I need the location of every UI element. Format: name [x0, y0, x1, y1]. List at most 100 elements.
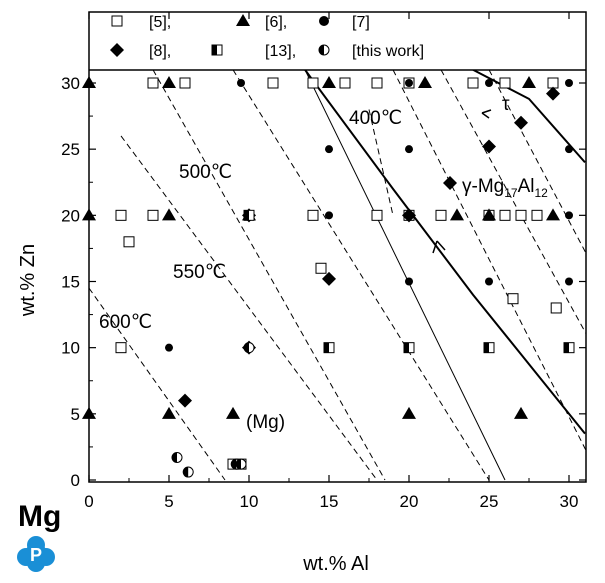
legend-label-7: [7] — [352, 14, 370, 31]
phase-boundary-gamma — [304, 70, 586, 435]
legend-marker-open-square — [111, 15, 123, 27]
point-open-square — [515, 209, 527, 221]
legend-label-this-work: [this work] — [352, 43, 424, 60]
point-diamond — [546, 86, 560, 101]
gamma-label-diamond — [443, 176, 457, 190]
point-triangle — [82, 208, 96, 221]
point-triangle — [482, 208, 496, 221]
point-half-circle — [235, 458, 247, 470]
isotherm-dashed-line — [440, 70, 586, 335]
x-tick-label: 0 — [84, 492, 93, 511]
x-tick-label: 5 — [164, 492, 173, 511]
point-half-square — [243, 209, 255, 221]
label-gamma-phase: γ-Mg17Al12 — [443, 176, 548, 200]
label-550c: 550℃ — [173, 262, 226, 283]
x-tick-label: 15 — [320, 492, 339, 511]
x-tick-label: 10 — [240, 492, 259, 511]
point-half-circle — [182, 466, 194, 478]
point-open-square — [179, 77, 191, 89]
point-triangle — [514, 406, 528, 419]
point-half-circle — [243, 342, 255, 354]
point-diamond — [514, 115, 528, 130]
axis-ticks: 0 5 10 15 20 25 30 0 5 10 15 20 25 30 — [61, 12, 586, 511]
point-open-square — [307, 77, 319, 89]
point-diamond — [402, 208, 416, 223]
point-triangle — [162, 208, 176, 221]
point-open-square — [371, 77, 383, 89]
gamma-sub1: 17 — [504, 186, 518, 200]
point-open-square — [371, 209, 383, 221]
point-open-square — [467, 77, 479, 89]
point-circle — [405, 277, 413, 286]
point-open-square — [550, 302, 562, 314]
point-half-square — [323, 342, 335, 354]
svg-text:γ-Mg17Al12: γ-Mg17Al12 — [462, 176, 548, 200]
legend-marker-half-circle — [318, 44, 330, 56]
point-circle — [485, 277, 493, 286]
point-circle — [405, 145, 413, 154]
x-tick-label: 25 — [480, 492, 499, 511]
point-circle — [405, 79, 413, 87]
legend-marker-circle — [319, 16, 329, 26]
y-tick-label: 20 — [61, 206, 80, 225]
x-axis-title: wt.% Al — [302, 553, 369, 575]
point-half-square — [403, 342, 415, 354]
isotherm-line — [392, 70, 586, 452]
point-half-square — [563, 342, 575, 354]
point-open-square — [123, 236, 135, 248]
plot-frame — [88, 11, 587, 483]
legend-label-5: [5], — [149, 14, 171, 31]
gamma-prefix: γ-Mg — [462, 176, 504, 197]
point-circle — [565, 277, 573, 286]
label-400c: 400℃ — [349, 108, 402, 129]
y-tick-label: 10 — [61, 339, 80, 358]
isotherm-dashed-line — [152, 70, 386, 481]
x-tick-label: 20 — [400, 492, 419, 511]
point-triangle — [450, 208, 464, 221]
isotherm-line — [304, 70, 506, 481]
leader-line-400 — [368, 109, 394, 216]
point-circle — [325, 145, 333, 154]
legend-marker-half-square — [211, 44, 223, 56]
point-circle — [485, 79, 493, 87]
point-circle — [565, 79, 573, 87]
y-tick-label: 15 — [61, 273, 80, 292]
legend-label-8: [8], — [149, 43, 171, 60]
point-half-square — [483, 342, 495, 354]
tau-arrowhead — [481, 109, 492, 119]
point-diamond — [178, 393, 192, 408]
gamma-mid: Al — [518, 176, 535, 197]
point-diamond — [322, 271, 336, 286]
y-tick-label: 30 — [61, 74, 80, 93]
legend-marker-triangle — [236, 14, 250, 26]
point-triangle — [226, 406, 240, 419]
y-tick-label: 5 — [71, 405, 80, 424]
isotherm-dashed-line — [232, 70, 490, 481]
point-open-square — [499, 77, 511, 89]
point-open-square — [147, 77, 159, 89]
point-open-square — [147, 209, 159, 221]
point-triangle — [418, 76, 432, 88]
legend: [5], [6], [7] [8], [13], [this work] — [110, 14, 424, 60]
phase-boundary-tau — [472, 70, 586, 164]
point-triangle — [322, 76, 336, 88]
y-tick-label: 0 — [71, 471, 80, 490]
isotherm-lines — [89, 70, 586, 481]
point-open-square — [531, 209, 543, 221]
point-open-square — [547, 77, 559, 89]
point-open-square — [115, 209, 127, 221]
point-open-square — [507, 293, 519, 305]
point-open-square — [307, 209, 319, 221]
point-triangle — [82, 76, 96, 88]
point-triangle — [522, 76, 536, 88]
gamma-arrowhead — [432, 240, 446, 254]
tau-arrow — [471, 103, 486, 110]
point-circle — [565, 145, 573, 154]
label-600c: 600℃ — [99, 312, 152, 333]
legend-label-13: [13], — [265, 43, 296, 60]
point-circle — [565, 211, 573, 220]
point-open-square — [315, 262, 327, 274]
point-open-square — [115, 342, 127, 354]
isotherm-line — [89, 287, 226, 481]
